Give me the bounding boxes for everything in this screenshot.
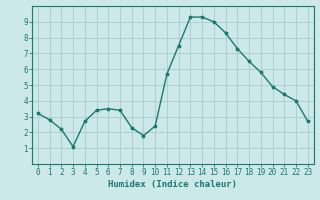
- X-axis label: Humidex (Indice chaleur): Humidex (Indice chaleur): [108, 180, 237, 189]
